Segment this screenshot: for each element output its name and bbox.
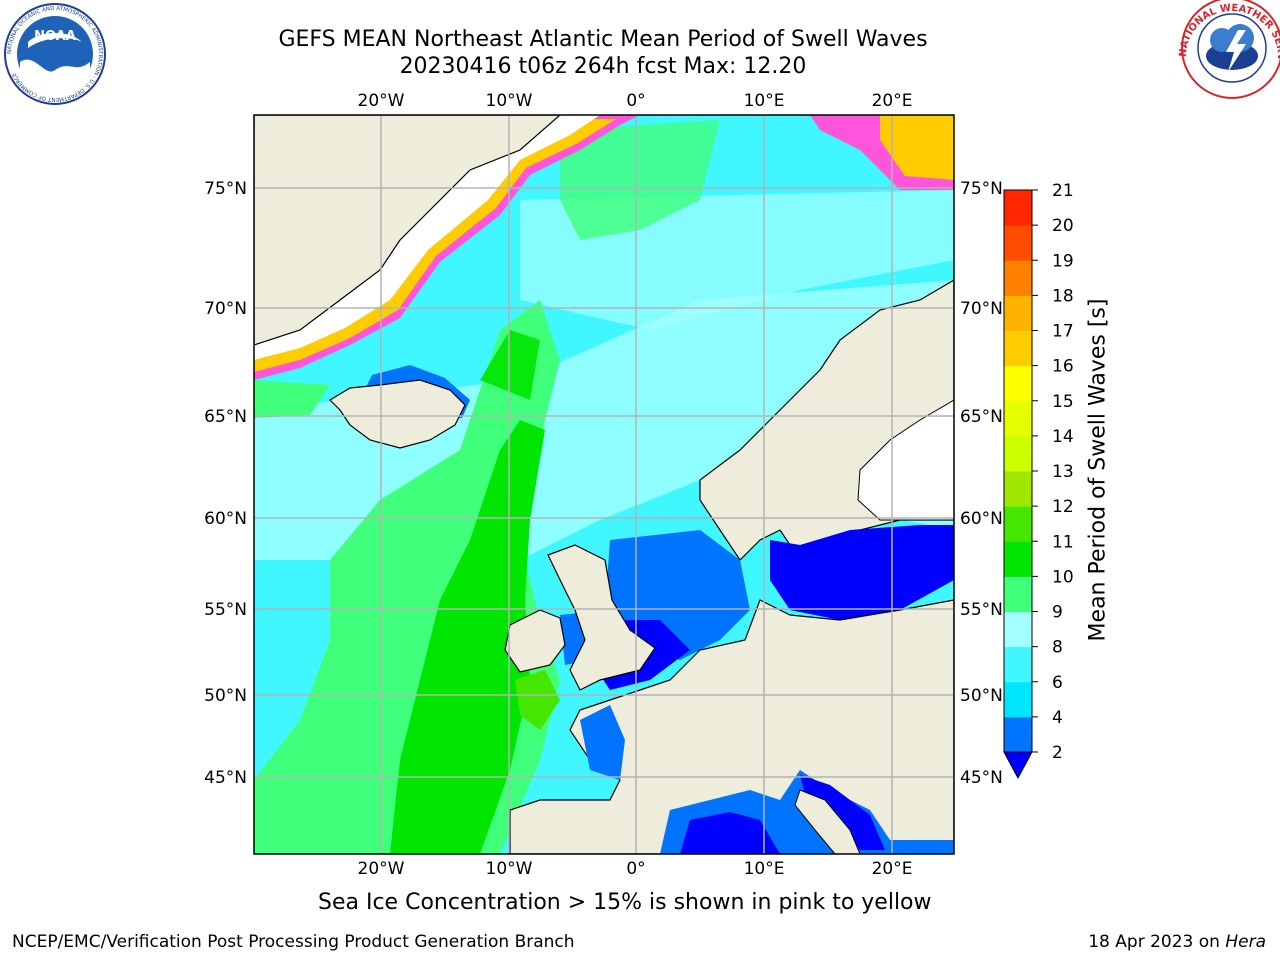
colorbar-segment — [1004, 576, 1032, 612]
ireland-land — [504, 609, 566, 673]
colorbar-segment — [1004, 400, 1032, 437]
lon-label: 20°E — [872, 859, 913, 879]
svalbard-ice-yellow — [880, 115, 954, 180]
lon-label: 20°W — [358, 859, 405, 879]
colorbar-segment — [1004, 716, 1032, 753]
lon-label: 20°W — [358, 91, 405, 111]
lon-labels-top: 20°W 10°W 0° 10°E 20°E — [358, 91, 913, 111]
lat-label: 50°N — [960, 686, 1003, 706]
colorbar-tick-label: 11 — [1052, 532, 1074, 552]
swell-region-yellowgreen — [515, 670, 560, 730]
graticule — [254, 115, 954, 854]
europe-land — [509, 599, 954, 854]
swell-region-green — [390, 420, 545, 854]
adriatic-lt2 — [800, 775, 885, 850]
swell-region-green-small — [480, 330, 540, 400]
colorbar-tick-label: 13 — [1052, 462, 1074, 482]
colorbar: 2 4 6 8 9 10 11 12 13 14 15 16 17 18 19 20 21 — [1003, 181, 1074, 780]
lat-label: 75°N — [960, 179, 1003, 199]
colorbar-tick-label: 20 — [1052, 216, 1074, 236]
noaa-logo-text: NOAA — [34, 29, 76, 44]
lat-label: 60°N — [960, 509, 1003, 529]
baltic-lt2 — [770, 525, 954, 620]
lon-label: 20°E — [872, 91, 913, 111]
colorbar-tick-label: 21 — [1052, 181, 1074, 201]
colorbar-segment — [1004, 471, 1032, 507]
colorbar-segment — [1004, 646, 1032, 683]
colorbar-tick-label: 19 — [1052, 251, 1074, 271]
lat-label: 75°N — [204, 179, 247, 199]
lon-labels-bottom: 20°W 10°W 0° 10°E 20°E — [358, 859, 913, 879]
nws-logo: NATIONAL WEATHER SERVICE — [0, 0, 1280, 99]
lat-label: 55°N — [960, 600, 1003, 620]
date-stamp: 18 Apr 2023 on Hera — [1088, 932, 1266, 952]
lat-labels-left: 75°N 70°N 65°N 60°N 55°N 50°N 45°N — [204, 179, 247, 788]
lon-label: 10°W — [486, 859, 533, 879]
host-name: Hera — [1225, 932, 1266, 952]
colorbar-segment — [1004, 295, 1032, 331]
lon-label: 0° — [626, 91, 645, 111]
colorbar-tick-label: 16 — [1052, 357, 1074, 377]
ice-note: Sea Ice Concentration > 15% is shown in … — [318, 890, 932, 915]
lat-label: 45°N — [960, 768, 1003, 788]
lat-label: 45°N — [204, 768, 247, 788]
colorbar-tick-label: 17 — [1052, 322, 1074, 342]
colorbar-tick-label: 6 — [1052, 673, 1063, 693]
lat-labels-right: 75°N 70°N 65°N 60°N 55°N 50°N 45°N — [960, 179, 1003, 788]
colorbar-tick-label: 10 — [1052, 567, 1074, 587]
swell-region-lightgreen-west — [254, 380, 330, 418]
colorbar-tick-label: 18 — [1052, 286, 1074, 306]
nws-ring-text: NATIONAL WEATHER SERVICE — [0, 0, 1280, 61]
mediterranean-lt2 — [680, 812, 780, 854]
colorbar-segment — [1004, 330, 1032, 367]
colorbar-segment — [1004, 541, 1032, 577]
colorbar-segment — [1004, 260, 1032, 296]
biscay-2-4 — [580, 705, 625, 780]
colorbar-tick-label: 8 — [1052, 638, 1063, 658]
colorbar-title: Mean Period of Swell Waves [s] — [1085, 298, 1111, 642]
lat-label: 50°N — [204, 686, 247, 706]
swell-region-lightgreen-north — [560, 120, 720, 240]
greenland-land — [254, 115, 561, 346]
colorbar-tick-label: 9 — [1052, 603, 1063, 623]
colorbar-segment — [1004, 611, 1032, 648]
map-frame — [253, 114, 955, 855]
chart-subtitle: 20230416 t06z 264h fcst Max: 12.20 — [399, 54, 807, 79]
colorbar-tick-label: 15 — [1052, 392, 1074, 412]
colorbar-segment — [1004, 225, 1032, 261]
lat-label: 70°N — [204, 299, 247, 319]
britain-land — [547, 544, 656, 691]
colorbar-segment — [1004, 681, 1032, 718]
credit: NCEP/EMC/Verification Post Processing Pr… — [12, 932, 575, 952]
lon-label: 10°E — [744, 91, 785, 111]
lat-label: 65°N — [960, 407, 1003, 427]
lon-label: 0° — [626, 859, 645, 879]
chart-title: GEFS MEAN Northeast Atlantic Mean Period… — [278, 27, 928, 52]
colorbar-segment — [1004, 365, 1032, 402]
colorbar-tick-label: 14 — [1052, 427, 1074, 447]
colorbar-tick-label: 12 — [1052, 497, 1074, 517]
noaa-logo: NOAA NATIONAL OCEANIC AND ATMOSPHERIC AD… — [4, 3, 106, 105]
italy-land — [794, 789, 861, 854]
lon-label: 10°E — [744, 859, 785, 879]
lat-label: 55°N — [204, 600, 247, 620]
colorbar-tick-label: 4 — [1052, 708, 1063, 728]
lon-label: 10°W — [486, 91, 533, 111]
map-panel — [254, 115, 954, 854]
lat-label: 60°N — [204, 509, 247, 529]
lat-label: 65°N — [204, 407, 247, 427]
colorbar-segment — [1004, 190, 1032, 226]
bothnia-ice — [857, 399, 954, 521]
colorbar-tick-label: 2 — [1052, 743, 1063, 763]
iceland-land — [329, 379, 466, 449]
lat-label: 70°N — [960, 299, 1003, 319]
colorbar-segment — [1004, 435, 1032, 472]
colorbar-extend-min — [1003, 751, 1033, 780]
date-text: 18 Apr 2023 on — [1088, 932, 1226, 952]
colorbar-segment — [1004, 506, 1032, 542]
